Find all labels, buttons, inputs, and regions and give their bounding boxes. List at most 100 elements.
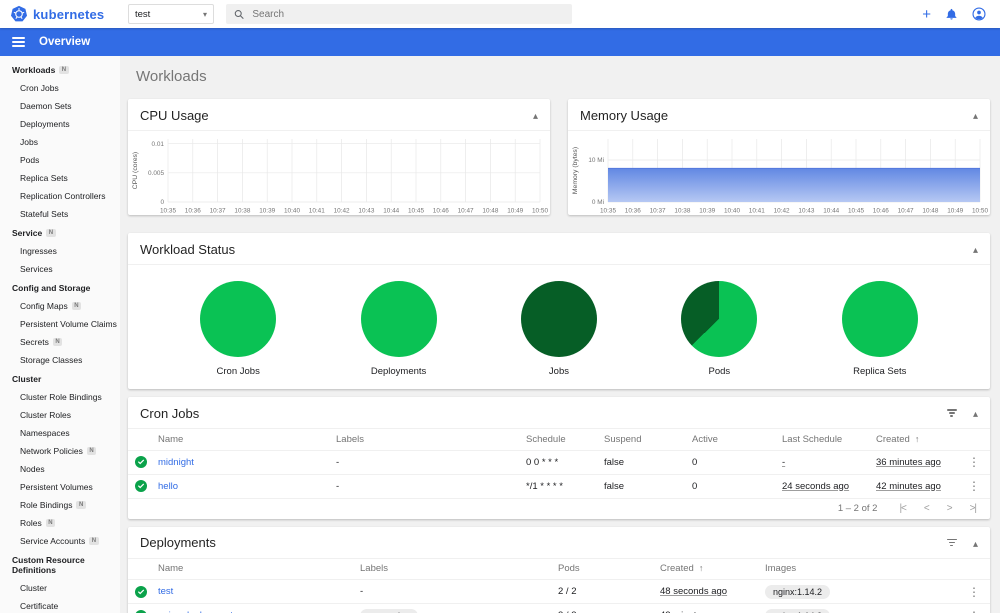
filter-icon[interactable] bbox=[946, 538, 957, 547]
column-header-labels[interactable]: Labels bbox=[336, 429, 526, 451]
create-resource-button[interactable]: + bbox=[922, 5, 931, 23]
memory-usage-chart: 10:35 10:36 10:37 10:38 10:39 10:40 10:41 10:42… bbox=[572, 139, 988, 215]
pie-item-cron-jobs: Cron Jobs bbox=[200, 281, 277, 377]
search-input[interactable] bbox=[252, 8, 564, 20]
sidebar-item-storage-classes[interactable]: Storage Classes bbox=[0, 351, 120, 369]
cronjob-name-link[interactable]: midnight bbox=[158, 456, 194, 468]
sidebar-item-persistent-volume-claims[interactable]: Persistent Volume ClaimsN bbox=[0, 315, 120, 333]
sidebar-item-stateful-sets[interactable]: Stateful Sets bbox=[0, 205, 120, 223]
svg-text:10:41: 10:41 bbox=[309, 208, 325, 215]
sidebar-item-deployments[interactable]: Deployments bbox=[0, 115, 120, 133]
sidebar-item-label: Cron Jobs bbox=[20, 83, 59, 93]
svg-text:10:37: 10:37 bbox=[650, 208, 666, 215]
svg-text:10:39: 10:39 bbox=[699, 208, 715, 215]
svg-text:10:50: 10:50 bbox=[532, 208, 548, 215]
sidebar-item-cluster-roles[interactable]: Cluster Roles bbox=[0, 406, 120, 424]
cron-jobs-pie-chart[interactable] bbox=[200, 281, 277, 357]
cron-jobs-table: Name Labels Schedule Suspend Active Last… bbox=[128, 429, 990, 499]
sidebar-item-jobs[interactable]: Jobs bbox=[0, 133, 120, 151]
new-badge: N bbox=[52, 338, 63, 346]
kebab-menu-icon[interactable] bbox=[964, 479, 984, 493]
table-row[interactable]: test - 2 / 2 48 seconds ago nginx:1.14.2 bbox=[128, 579, 990, 604]
sidebar-item-cluster-role-bindings[interactable]: Cluster Role Bindings bbox=[0, 388, 120, 406]
column-header-suspend[interactable]: Suspend bbox=[604, 429, 692, 451]
labels-chip: app: nginx bbox=[360, 608, 418, 613]
sidebar-item-daemon-sets[interactable]: Daemon Sets bbox=[0, 97, 120, 115]
deployment-name-link[interactable]: test bbox=[158, 586, 174, 597]
sidebar-section-config-and-storage[interactable]: Config and Storage bbox=[0, 278, 120, 297]
column-header-created[interactable]: Created bbox=[876, 429, 962, 451]
collapse-icon[interactable] bbox=[533, 106, 538, 124]
next-page-button[interactable]: > bbox=[946, 503, 953, 514]
cell-last-schedule[interactable]: 24 seconds ago bbox=[782, 480, 850, 492]
kebab-menu-icon[interactable] bbox=[964, 609, 984, 613]
sidebar-item-secrets[interactable]: Secrets N bbox=[0, 333, 120, 351]
sidebar-item-namespaces[interactable]: Namespaces bbox=[0, 424, 120, 442]
cronjob-name-link[interactable]: hello bbox=[158, 480, 179, 492]
column-header-pods[interactable]: Pods bbox=[558, 558, 660, 580]
column-header-name[interactable]: Name bbox=[158, 558, 360, 580]
cell-created[interactable]: 36 minutes ago bbox=[876, 456, 941, 468]
kebab-menu-icon[interactable] bbox=[964, 455, 984, 469]
collapse-icon[interactable] bbox=[973, 106, 978, 124]
namespace-select[interactable]: test bbox=[128, 4, 214, 24]
collapse-icon[interactable] bbox=[973, 534, 978, 552]
sidebar-item-persistent-volumes[interactable]: Persistent Volumes bbox=[0, 478, 120, 496]
sidebar-section-custom-resource-definitions[interactable]: Custom Resource Definitions bbox=[0, 550, 120, 579]
column-header-images[interactable]: Images bbox=[765, 558, 962, 580]
svg-text:10:40: 10:40 bbox=[724, 208, 740, 215]
column-header-created[interactable]: Created bbox=[660, 558, 765, 580]
brand-name: kubernetes bbox=[33, 6, 105, 22]
first-page-button[interactable]: |< bbox=[899, 503, 907, 514]
account-icon[interactable] bbox=[972, 7, 986, 21]
column-header-active[interactable]: Active bbox=[692, 429, 782, 451]
sidebar-item-services[interactable]: Services bbox=[0, 260, 120, 278]
namespace-select-value: test bbox=[135, 8, 151, 20]
column-header-schedule[interactable]: Schedule bbox=[526, 429, 604, 451]
sidebar-item-network-policies[interactable]: Network Policies N bbox=[0, 442, 120, 460]
sidebar-item-replication-controllers[interactable]: Replication Controllers bbox=[0, 187, 120, 205]
cell-last-schedule[interactable]: - bbox=[782, 456, 786, 468]
column-header-labels[interactable]: Labels bbox=[360, 558, 558, 580]
pods-pie-chart[interactable] bbox=[681, 281, 758, 357]
main-content: Workloads CPU Usage 10:35 10:36 10:37 10:38… bbox=[120, 56, 1000, 613]
table-row[interactable]: hello - */1 * * * * false 0 24 seconds a… bbox=[128, 474, 990, 499]
hamburger-menu-icon[interactable] bbox=[12, 36, 25, 48]
kebab-menu-icon[interactable] bbox=[964, 585, 984, 599]
deployments-pie-chart[interactable] bbox=[360, 281, 437, 357]
brand[interactable]: kubernetes bbox=[10, 5, 122, 23]
cell-created[interactable]: 42 minutes ago bbox=[876, 480, 941, 492]
sidebar-item-nodes[interactable]: Nodes bbox=[0, 460, 120, 478]
column-header-name[interactable]: Name bbox=[158, 429, 336, 451]
sidebar-item-config-maps[interactable]: Config Maps N bbox=[0, 297, 120, 315]
last-page-button[interactable]: >| bbox=[969, 503, 978, 514]
cell-created[interactable]: 42 minutes ago bbox=[660, 610, 725, 613]
notifications-bell-icon[interactable] bbox=[945, 8, 958, 21]
replica-sets-pie-chart[interactable] bbox=[841, 281, 918, 357]
sidebar-section-service[interactable]: Service N bbox=[0, 223, 120, 242]
jobs-pie-chart[interactable] bbox=[520, 281, 597, 357]
column-header-last-schedule[interactable]: Last Schedule bbox=[782, 429, 876, 451]
cell-created[interactable]: 48 seconds ago bbox=[660, 586, 728, 597]
sidebar-section-workloads[interactable]: Workloads N bbox=[0, 60, 120, 79]
filter-icon[interactable] bbox=[946, 409, 957, 417]
collapse-icon[interactable] bbox=[973, 404, 978, 422]
sidebar-item-cluster[interactable]: Cluster bbox=[0, 579, 120, 597]
svg-text:10:50: 10:50 bbox=[972, 208, 988, 215]
sidebar-item-replica-sets[interactable]: Replica Sets bbox=[0, 169, 120, 187]
table-row[interactable]: nginx-deployment app: nginx 3 / 3 42 min… bbox=[128, 603, 990, 613]
sidebar-item-roles[interactable]: Roles N bbox=[0, 514, 120, 532]
collapse-icon[interactable] bbox=[973, 240, 978, 258]
table-row[interactable]: midnight - 0 0 * * * false 0 - 36 minute… bbox=[128, 450, 990, 475]
sidebar-item-cron-jobs[interactable]: Cron Jobs bbox=[0, 79, 120, 97]
sidebar-item-pods[interactable]: Pods bbox=[0, 151, 120, 169]
sidebar-item-ingresses[interactable]: Ingresses bbox=[0, 242, 120, 260]
sidebar-section-cluster[interactable]: Cluster bbox=[0, 369, 120, 388]
sidebar-item-role-bindings[interactable]: Role Bindings N bbox=[0, 496, 120, 514]
search-bar[interactable] bbox=[226, 4, 572, 24]
deployment-name-link[interactable]: nginx-deployment bbox=[158, 610, 233, 613]
sidebar-item-service-accounts[interactable]: Service Accounts N bbox=[0, 532, 120, 550]
previous-page-button[interactable]: < bbox=[923, 503, 930, 514]
cpu-usage-chart: 10:35 10:36 10:37 10:38 10:39 10:40 10:41 10:42… bbox=[132, 139, 548, 215]
sidebar-item-certificate[interactable]: Certificate bbox=[0, 597, 120, 613]
